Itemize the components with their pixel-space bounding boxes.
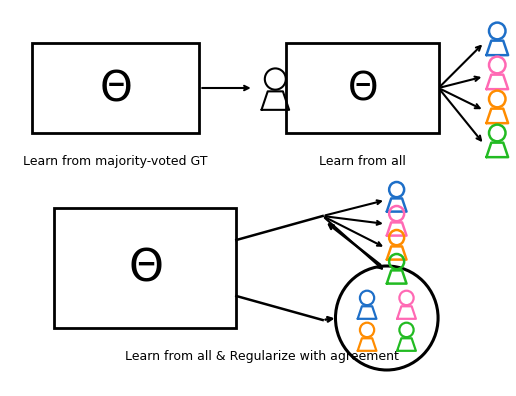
Text: $\Theta$: $\Theta$ (347, 69, 377, 107)
Bar (31, 43, 199, 133)
Text: Learn from majority-voted GT: Learn from majority-voted GT (23, 155, 208, 168)
Bar (286, 43, 439, 133)
Text: $\Theta$: $\Theta$ (99, 67, 132, 109)
Text: Learn from all: Learn from all (319, 155, 406, 168)
Bar (54, 208, 236, 328)
Text: Learn from all & Regularize with agreement: Learn from all & Regularize with agreeme… (124, 350, 398, 363)
Text: $\Theta$: $\Theta$ (128, 246, 163, 289)
